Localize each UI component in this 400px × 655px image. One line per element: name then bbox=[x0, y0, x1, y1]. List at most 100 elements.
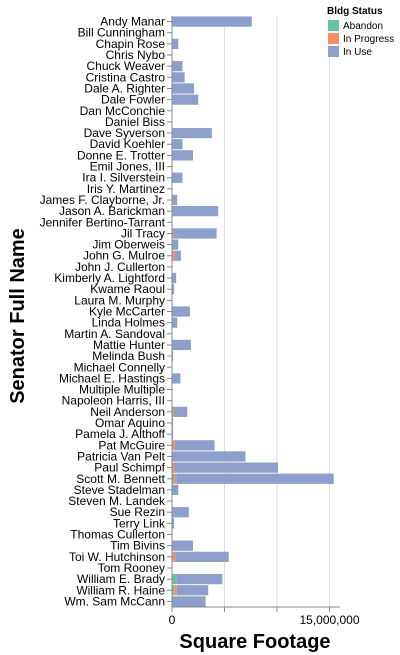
y-tick-label: Paul Schimpf bbox=[94, 461, 165, 475]
bar-segment-in-use bbox=[174, 440, 215, 451]
bar-segment-in-use bbox=[172, 172, 183, 183]
bar-segment-in-use bbox=[172, 16, 252, 27]
y-tick-label: Jil Tracy bbox=[121, 226, 165, 240]
y-tick-label: Thomas Cullerton bbox=[70, 528, 165, 542]
y-tick-label: James F. Clayborne, Jr. bbox=[40, 193, 165, 207]
bar-segment-in-progress bbox=[174, 585, 177, 596]
bar-segment-in-use bbox=[172, 127, 212, 139]
y-tick-label: Dale A. Righter bbox=[84, 81, 165, 95]
bar-segment-in-use bbox=[174, 462, 279, 473]
y-tick-label: Laura M. Murphy bbox=[74, 293, 165, 307]
y-tick-label: Wm. Sam McCann bbox=[64, 594, 165, 608]
y-tick-label: Iris Y. Martinez bbox=[87, 182, 165, 196]
legend-swatch bbox=[328, 33, 339, 44]
y-tick-label: Cristina Castro bbox=[86, 70, 166, 84]
y-axis-title: Senator Full Name bbox=[7, 228, 29, 404]
bar-segment-in-use bbox=[173, 406, 188, 417]
y-tick-label: Napoleon Harris, III bbox=[62, 394, 165, 408]
bar-segment-in-use bbox=[172, 451, 246, 462]
y-tick-label: Sue Rezin bbox=[110, 505, 165, 519]
y-tick-label: Omar Aquino bbox=[95, 416, 165, 430]
legend-label: In Progress bbox=[343, 34, 394, 45]
bar-segment-in-progress bbox=[172, 440, 175, 451]
y-tick-label: Donne E. Trotter bbox=[77, 148, 165, 162]
bar-segment-in-progress bbox=[172, 406, 174, 417]
y-tick-label: Ira I. Silverstein bbox=[82, 171, 165, 185]
bar-segment-in-use bbox=[172, 239, 179, 250]
y-tick-label: Scott M. Bennett bbox=[76, 472, 165, 486]
y-tick-label: Martin A. Sandoval bbox=[64, 327, 165, 341]
bar-segment-in-use bbox=[176, 473, 334, 484]
bar-segment-in-progress bbox=[174, 473, 177, 484]
bar-segment-in-use bbox=[172, 150, 193, 161]
bar-segment-in-use bbox=[172, 72, 185, 83]
bar-segment-in-use bbox=[172, 38, 179, 50]
axes bbox=[167, 16, 340, 612]
legend: Bldg Status Abandon In Progress In Use bbox=[327, 6, 394, 58]
x-tick-label: 0 bbox=[169, 613, 176, 627]
bar-segment-abandon bbox=[172, 573, 177, 585]
bar-segment-in-progress bbox=[172, 228, 174, 239]
bar-segment-abandon bbox=[172, 585, 175, 596]
bar-segment-abandon bbox=[172, 473, 175, 484]
bar-segment-in-use bbox=[172, 94, 199, 105]
y-tick-label: Pat McGuire bbox=[98, 438, 165, 452]
y-tick-label: Daniel Biss bbox=[105, 115, 165, 129]
y-tick-label: Tom Rooney bbox=[98, 561, 165, 575]
bar-segment-in-use bbox=[173, 194, 178, 206]
y-tick-label: Mattie Hunter bbox=[93, 338, 165, 352]
y-tick-label: Bill Cunningham bbox=[78, 26, 165, 40]
y-tick-label: Chuck Weaver bbox=[87, 59, 165, 73]
legend-label: In Use bbox=[343, 47, 372, 58]
bars bbox=[172, 16, 334, 607]
bar-segment-in-use bbox=[172, 417, 174, 429]
x-tick-label: 15,000,000 bbox=[299, 613, 359, 627]
bar-segment-in-use bbox=[172, 596, 206, 607]
bar-segment-in-progress bbox=[172, 462, 175, 473]
y-tick-label: Multiple Multiple bbox=[79, 383, 165, 397]
bar-segment-in-use bbox=[172, 484, 179, 496]
y-tick-label: Pamela J. Althoff bbox=[75, 427, 165, 441]
bar-segment-in-use bbox=[172, 284, 175, 295]
bar-segment-in-use bbox=[172, 507, 189, 518]
y-tick-label: Patricia Van Pelt bbox=[77, 449, 165, 463]
bar-segment-in-progress bbox=[172, 551, 176, 562]
bar-segment-in-use bbox=[172, 317, 178, 328]
legend-label: Abandon bbox=[343, 21, 383, 32]
bar-segment-in-progress bbox=[172, 250, 175, 261]
x-axis-title: Square Footage bbox=[179, 631, 330, 653]
bar-segment-in-use bbox=[173, 228, 217, 239]
y-tick-label: John J. Cullerton bbox=[75, 260, 165, 274]
y-tick-label: Tim Bivins bbox=[110, 539, 165, 553]
y-tick-label: Jim Oberweis bbox=[92, 238, 165, 252]
bar-segment-in-use bbox=[176, 573, 223, 585]
bar-segment-in-use bbox=[175, 551, 229, 562]
bar-segment-in-use bbox=[172, 139, 183, 150]
y-tick-label: Steve Stadelman bbox=[74, 483, 165, 497]
y-tick-label: Kwame Raoul bbox=[90, 282, 165, 296]
y-tick-label: Neil Anderson bbox=[90, 405, 165, 419]
bar-segment-in-progress bbox=[172, 194, 174, 206]
y-tick-label: Emil Jones, III bbox=[90, 160, 165, 174]
y-tick-label: Dan McConchie bbox=[80, 104, 166, 118]
y-tick-label: Dale Fowler bbox=[101, 93, 165, 107]
y-tick-label: Andy Manar bbox=[100, 15, 165, 29]
bar-segment-in-use bbox=[172, 429, 174, 440]
y-tick-label: Kyle McCarter bbox=[89, 305, 165, 319]
y-tick-label: Dave Syverson bbox=[84, 126, 165, 140]
bar-segment-in-use bbox=[172, 518, 175, 529]
y-tick-label: Terry Link bbox=[113, 516, 166, 530]
y-tick-label: Chris Nybo bbox=[106, 48, 166, 62]
y-tick-label: Jason A. Barickman bbox=[59, 204, 165, 218]
legend-swatch bbox=[328, 20, 339, 31]
bar-segment-in-use bbox=[172, 373, 181, 384]
bar-segment-in-use bbox=[172, 306, 190, 317]
y-tick-label: William R. Haine bbox=[76, 583, 165, 597]
bar-segment-in-use bbox=[174, 250, 181, 261]
bar-segment-in-use bbox=[172, 339, 191, 351]
bar-segment-in-use bbox=[172, 83, 195, 94]
y-tick-label: Chapin Rose bbox=[96, 37, 166, 51]
y-tick-label: Melinda Bush bbox=[92, 349, 165, 363]
